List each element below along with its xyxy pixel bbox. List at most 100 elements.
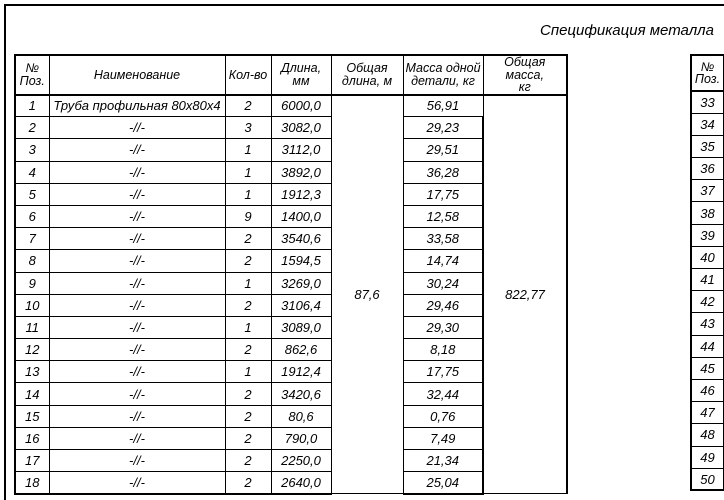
cell-mass: 29,51 [403, 139, 483, 161]
cell-name: -//- [49, 450, 225, 472]
cell-qty: 2 [225, 450, 271, 472]
cell-pos: 48 [691, 424, 724, 446]
cell-name: -//- [49, 139, 225, 161]
cell-len: 3082,0 [271, 117, 331, 139]
cell-qty: 2 [225, 405, 271, 427]
cell-name: -//- [49, 427, 225, 449]
col-pos: №Поз. [15, 55, 49, 95]
cell-pos: 36 [691, 158, 724, 180]
cell-mass: 25,04 [403, 472, 483, 494]
table-row: 49 [691, 446, 724, 468]
cell-name: -//- [49, 405, 225, 427]
table-row: 43 [691, 313, 724, 335]
cell-name: -//- [49, 161, 225, 183]
spec-tbody: 1Труба профильная 80х80х426000,087,656,9… [15, 95, 567, 494]
cell-pos: 12 [15, 339, 49, 361]
cell-name: -//- [49, 472, 225, 494]
table-row: 35 [691, 135, 724, 157]
cell-pos: 45 [691, 357, 724, 379]
cell-pos: 10 [15, 294, 49, 316]
cell-len: 862,6 [271, 339, 331, 361]
table-row: 46 [691, 379, 724, 401]
table-row: 1Труба профильная 80х80х426000,087,656,9… [15, 95, 567, 117]
cell-mass: 14,74 [403, 250, 483, 272]
cell-pos: 37 [691, 180, 724, 202]
cell-len: 3540,6 [271, 228, 331, 250]
cell-pos: 8 [15, 250, 49, 272]
cell-name: Труба профильная 80х80х4 [49, 95, 225, 117]
cell-mass: 17,75 [403, 361, 483, 383]
cell-qty: 1 [225, 161, 271, 183]
table-row: 33 [691, 91, 724, 113]
col-tlen: Общаядлина, м [331, 55, 403, 95]
cell-pos: 35 [691, 135, 724, 157]
cell-mass: 33,58 [403, 228, 483, 250]
cell-len: 2250,0 [271, 450, 331, 472]
cell-pos: 9 [15, 272, 49, 294]
table-row: 45 [691, 357, 724, 379]
cell-pos: 4 [15, 161, 49, 183]
cell-len: 3269,0 [271, 272, 331, 294]
table-row: 47 [691, 402, 724, 424]
table-row: 37 [691, 180, 724, 202]
cell-mass: 7,49 [403, 427, 483, 449]
cell-name: -//- [49, 272, 225, 294]
cell-len: 3112,0 [271, 139, 331, 161]
cell-pos: 2 [15, 117, 49, 139]
table-row: 48 [691, 424, 724, 446]
cell-qty: 2 [225, 427, 271, 449]
cell-mass: 36,28 [403, 161, 483, 183]
cell-mass: 29,46 [403, 294, 483, 316]
cell-pos: 7 [15, 228, 49, 250]
cell-len: 3106,4 [271, 294, 331, 316]
cell-name: -//- [49, 183, 225, 205]
cell-len: 2640,0 [271, 472, 331, 494]
cell-qty: 2 [225, 95, 271, 117]
header-row: №Поз. Наименование Кол-во Длина,мм Общая… [15, 55, 567, 95]
side-col-pos: №Поз. [691, 55, 724, 91]
spec-table: №Поз. Наименование Кол-во Длина,мм Общая… [14, 54, 568, 495]
cell-pos: 46 [691, 379, 724, 401]
cell-mass: 12,58 [403, 205, 483, 227]
cell-len: 1400,0 [271, 205, 331, 227]
cell-pos: 17 [15, 450, 49, 472]
cell-qty: 2 [225, 228, 271, 250]
cell-len: 6000,0 [271, 95, 331, 117]
cell-len: 3892,0 [271, 161, 331, 183]
page-title: Спецификация металла [540, 22, 714, 39]
cell-pos: 1 [15, 95, 49, 117]
cell-mass: 32,44 [403, 383, 483, 405]
cell-pos: 41 [691, 269, 724, 291]
cell-name: -//- [49, 117, 225, 139]
cell-len: 790,0 [271, 427, 331, 449]
cell-name: -//- [49, 361, 225, 383]
cell-pos: 39 [691, 224, 724, 246]
side-table: №Поз. 3334353637383940414243444546474849… [690, 54, 724, 491]
cell-name: -//- [49, 339, 225, 361]
table-row: 44 [691, 335, 724, 357]
cell-name: -//- [49, 294, 225, 316]
cell-name: -//- [49, 316, 225, 338]
col-mass: Масса однойдетали, кг [403, 55, 483, 95]
col-tmass: Общая масса,кг [483, 55, 567, 95]
cell-pos: 13 [15, 361, 49, 383]
table-row: 42 [691, 291, 724, 313]
table-row: 34 [691, 113, 724, 135]
cell-mass: 0,76 [403, 405, 483, 427]
cell-qty: 1 [225, 183, 271, 205]
cell-len: 80,6 [271, 405, 331, 427]
cell-pos: 34 [691, 113, 724, 135]
cell-qty: 9 [225, 205, 271, 227]
cell-len: 3420,6 [271, 383, 331, 405]
cell-name: -//- [49, 250, 225, 272]
cell-mass: 17,75 [403, 183, 483, 205]
cell-pos: 3 [15, 139, 49, 161]
cell-pos: 5 [15, 183, 49, 205]
cell-pos: 18 [15, 472, 49, 494]
table-row: 38 [691, 202, 724, 224]
cell-pos: 38 [691, 202, 724, 224]
cell-len: 1912,3 [271, 183, 331, 205]
cell-pos: 40 [691, 246, 724, 268]
col-qty: Кол-во [225, 55, 271, 95]
cell-mass: 8,18 [403, 339, 483, 361]
